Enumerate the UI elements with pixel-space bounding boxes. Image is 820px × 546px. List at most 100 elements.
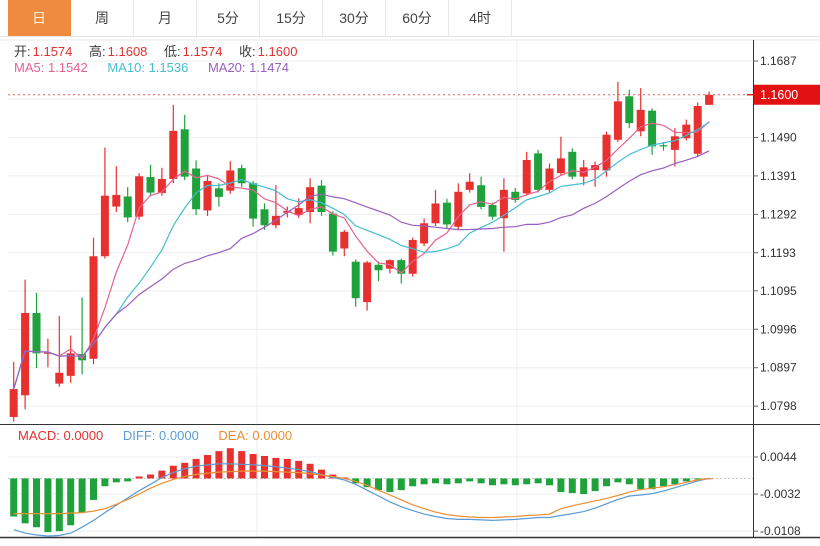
candle-body: [465, 181, 474, 190]
candle-body: [328, 213, 337, 252]
diff-value: 0.0000: [159, 428, 199, 443]
candle-body: [522, 159, 531, 194]
low-value: 1.1574: [182, 44, 223, 59]
ma10-legend: MA10: 1.1536: [107, 60, 188, 75]
macd-bar: [67, 478, 75, 526]
tab-15min[interactable]: 15分: [260, 0, 323, 36]
tab-60min[interactable]: 60分: [386, 0, 449, 36]
macd-bar: [477, 478, 485, 484]
candle-body: [100, 195, 109, 257]
ma10-value: 1.1536: [148, 60, 189, 75]
candle-body: [442, 202, 451, 225]
macd-bar: [614, 478, 622, 483]
tab-30min[interactable]: 30分: [323, 0, 386, 36]
price-axis-label: 1.0798: [760, 399, 797, 413]
macd-bar: [546, 478, 553, 486]
macd-bar: [215, 451, 223, 479]
macd-axis-label: -0.0032: [760, 487, 801, 501]
candle-body: [157, 179, 166, 193]
open-field: 开: 1.1574: [14, 44, 72, 59]
macd-bar: [432, 478, 439, 484]
macd-bar: [181, 462, 189, 479]
candle-body: [602, 134, 611, 171]
macd-bar: [90, 478, 97, 500]
macd-bar: [112, 478, 120, 483]
candle-body: [556, 158, 565, 174]
price-axis-label: 1.1490: [760, 130, 797, 144]
candle-body: [112, 194, 121, 207]
candle-body: [659, 145, 668, 147]
candle-body: [431, 203, 440, 224]
candle-body: [499, 189, 508, 219]
candle-body: [477, 185, 486, 207]
dea-legend: DEA: 0.0000: [218, 428, 292, 443]
macd-axis-label: -0.0108: [760, 524, 801, 538]
macd-bar: [454, 478, 462, 484]
candle-body: [249, 183, 258, 219]
macd-bar: [591, 478, 599, 492]
macd-bar: [682, 478, 690, 482]
candle-body: [43, 352, 52, 354]
tab-5min[interactable]: 5分: [197, 0, 260, 36]
candle-body: [9, 389, 18, 418]
candle-body: [55, 372, 64, 384]
candle-body: [340, 231, 349, 249]
macd-bar: [124, 478, 132, 482]
macd-bar: [192, 458, 200, 479]
macd-bar: [637, 478, 645, 490]
macd-bar: [603, 478, 610, 487]
candle-body: [363, 262, 372, 303]
high-field: 高: 1.1608: [89, 44, 147, 59]
macd-legend: MACD: 0.0000: [18, 428, 103, 443]
price-axis-label: 1.1687: [760, 54, 797, 68]
tab-week[interactable]: 周: [71, 0, 134, 36]
candle-body: [705, 94, 714, 105]
macd-bar: [363, 478, 371, 488]
macd-bar: [443, 478, 451, 485]
ma5-value: 1.1542: [47, 60, 88, 75]
tab-month[interactable]: 月: [134, 0, 197, 36]
candle-body: [568, 151, 577, 177]
candle-body: [351, 261, 360, 299]
diff-line: [13, 463, 710, 537]
macd-bar: [420, 478, 428, 485]
macd-bar: [78, 478, 86, 513]
macd-bar: [648, 478, 656, 490]
macd-bar: [55, 478, 63, 532]
macd-bar: [489, 478, 496, 486]
macd-bar: [204, 455, 211, 479]
candle-body: [613, 101, 622, 140]
macd-bar: [557, 478, 565, 493]
candle-body: [636, 109, 645, 132]
macd-bar: [101, 478, 109, 487]
dea-label: DEA:: [218, 428, 249, 443]
tab-4hour[interactable]: 4时: [449, 0, 512, 36]
candle-body: [180, 129, 189, 177]
candle-body: [317, 185, 326, 213]
ma20-label: MA20:: [207, 60, 246, 75]
candle-body: [192, 168, 201, 210]
macd-axis-label: 0.0044: [760, 450, 797, 464]
ohlc-row: 开: 1.1574 高: 1.1608 低: 1.1574 收: 1.1600: [14, 41, 310, 60]
candle-body: [203, 180, 212, 211]
diff-legend: DIFF: 0.0000: [123, 428, 199, 443]
price-axis-label: 1.0996: [760, 322, 797, 336]
price-axis-label: 1.1095: [760, 284, 797, 298]
close-value: 1.1600: [257, 44, 298, 59]
macd-label: MACD:: [18, 428, 60, 443]
macd-bar: [397, 478, 405, 491]
candle-body: [89, 256, 98, 359]
macd-bar: [386, 478, 394, 493]
macd-bar: [523, 478, 531, 485]
candle-body: [534, 153, 543, 190]
macd-bar: [261, 455, 268, 479]
macd-bar: [44, 478, 52, 533]
candle-body: [237, 168, 246, 184]
tab-day[interactable]: 日: [8, 0, 71, 36]
candle-body: [21, 312, 30, 396]
macd-value: 0.0000: [63, 428, 104, 443]
candle-body: [226, 170, 235, 191]
macd-bar: [534, 478, 542, 484]
diff-label: DIFF:: [122, 428, 156, 443]
